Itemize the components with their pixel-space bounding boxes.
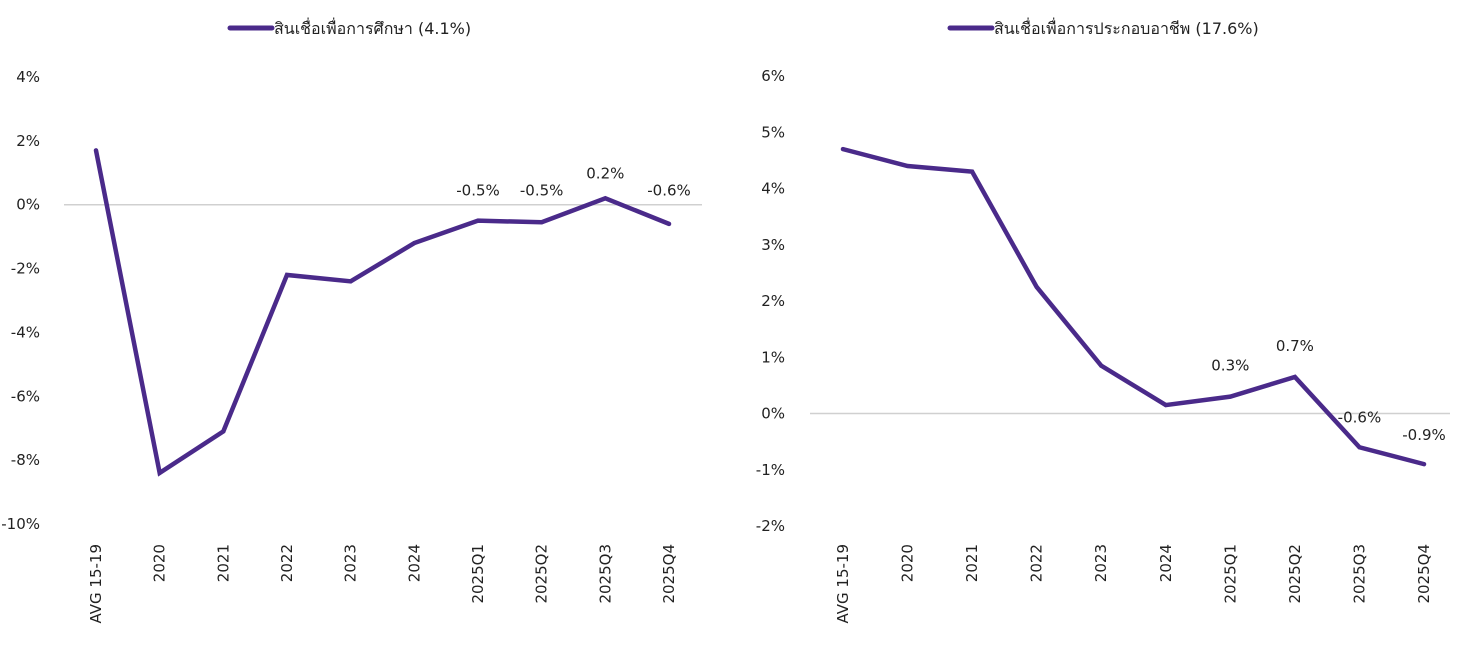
- series-line: [840, 146, 1427, 467]
- data-point: [1163, 403, 1168, 408]
- y-axis-ticks: 6% 5% 4% 3% 2% 1% 0% -1% -2%: [756, 67, 785, 535]
- data-point: [1099, 363, 1104, 368]
- y-tick-label: 5%: [761, 123, 785, 141]
- x-tick-label: 2022: [1028, 544, 1046, 582]
- y-tick-label: 4%: [16, 68, 40, 86]
- x-tick-label: 2025Q4: [1415, 544, 1433, 604]
- data-point: [1422, 462, 1426, 467]
- x-tick-label: 2023: [1092, 544, 1110, 582]
- y-tick-label: -10%: [1, 515, 40, 533]
- y-tick-label: 0%: [16, 196, 40, 214]
- y-tick-label: 2%: [761, 292, 785, 310]
- data-point: [841, 147, 845, 152]
- x-tick-label: 2025Q1: [469, 544, 487, 604]
- data-point: [285, 272, 289, 277]
- data-point: [221, 429, 226, 434]
- y-tick-label: 2%: [16, 132, 40, 150]
- x-tick-label: 2020: [899, 544, 917, 582]
- x-tick-label: 2025Q2: [1286, 544, 1304, 604]
- y-tick-label: -6%: [11, 387, 40, 405]
- data-point: [476, 218, 480, 223]
- data-label: 0.7%: [1276, 337, 1314, 355]
- data-label: 0.3%: [1211, 357, 1249, 375]
- legend: สินเชื่อเพื่อการศึกษา (4.1%): [227, 17, 471, 38]
- x-tick-label: 2025Q3: [596, 544, 614, 604]
- y-tick-label: 1%: [761, 348, 785, 366]
- x-tick-label: 2025Q2: [533, 544, 551, 604]
- chart-occupation-loans: สินเชื่อเพื่อการประกอบอาชีพ (17.6%) 6% 5% 4…: [756, 17, 1450, 624]
- data-point: [1292, 374, 1297, 379]
- x-axis-ticks: AVG 15-19 2020 2021 2022 2023 2024 2025Q1 2025Q…: [834, 544, 1433, 624]
- data-label: -0.5%: [520, 182, 564, 200]
- y-axis-ticks: 4% 2% 0% -2% -4% -6% -8% -10%: [1, 68, 40, 533]
- data-point: [1034, 284, 1039, 289]
- data-point: [905, 164, 910, 168]
- data-point: [1228, 394, 1233, 399]
- legend-label: สินเชื่อเพื่อการศึกษา (4.1%): [274, 17, 471, 38]
- data-point: [94, 148, 98, 153]
- chart-education-loans: สินเชื่อเพื่อการศึกษา (4.1%) 4% 2% 0% -2% -4%…: [1, 17, 702, 624]
- data-labels: 0.3% 0.7% -0.6% -0.9%: [1211, 337, 1445, 444]
- legend-label: สินเชื่อเพื่อการประกอบอาชีพ (17.6%): [994, 17, 1259, 38]
- x-axis-ticks: AVG 15-19 2020 2021 2022 2023 2024 2025Q1 2025Q…: [87, 544, 678, 624]
- data-point: [603, 196, 608, 201]
- x-tick-label: 2025Q1: [1221, 544, 1239, 604]
- y-tick-label: -8%: [11, 451, 40, 469]
- y-tick-label: 3%: [761, 236, 785, 254]
- x-tick-label: 2024: [1157, 544, 1175, 582]
- data-point: [157, 470, 162, 475]
- x-tick-label: 2021: [963, 544, 981, 582]
- data-point: [539, 220, 544, 225]
- x-tick-label: AVG 15-19: [834, 544, 852, 624]
- x-tick-label: 2025Q4: [660, 544, 678, 604]
- y-tick-label: -1%: [756, 461, 785, 479]
- x-tick-label: 2020: [151, 544, 169, 582]
- y-tick-label: -2%: [756, 517, 785, 535]
- data-points: [841, 147, 1426, 467]
- data-label: 0.2%: [586, 164, 624, 182]
- x-tick-label: 2022: [278, 544, 296, 582]
- y-tick-label: -2%: [11, 260, 40, 278]
- y-tick-label: 0%: [761, 405, 785, 423]
- x-tick-label: 2021: [214, 544, 232, 582]
- data-labels: -0.5% -0.5% 0.2% -0.6%: [456, 164, 691, 199]
- x-tick-label: AVG 15-19: [87, 544, 105, 624]
- legend: สินเชื่อเพื่อการประกอบอาชีพ (17.6%): [947, 17, 1259, 38]
- data-label: -0.5%: [456, 182, 500, 200]
- y-tick-label: -4%: [11, 323, 40, 341]
- data-points: [94, 148, 671, 475]
- data-label: -0.9%: [1402, 426, 1446, 444]
- data-point: [1357, 445, 1362, 450]
- data-point: [412, 241, 417, 246]
- data-point: [348, 279, 353, 284]
- data-label: -0.6%: [1338, 408, 1382, 426]
- x-tick-label: 2024: [405, 544, 423, 582]
- data-point: [667, 221, 671, 226]
- data-point: [970, 169, 975, 174]
- y-tick-label: 6%: [761, 67, 785, 85]
- x-tick-label: 2025Q3: [1350, 544, 1368, 604]
- y-tick-label: 4%: [761, 180, 785, 198]
- x-tick-label: 2023: [342, 544, 360, 582]
- series-line: [93, 148, 672, 477]
- data-label: -0.6%: [647, 182, 691, 200]
